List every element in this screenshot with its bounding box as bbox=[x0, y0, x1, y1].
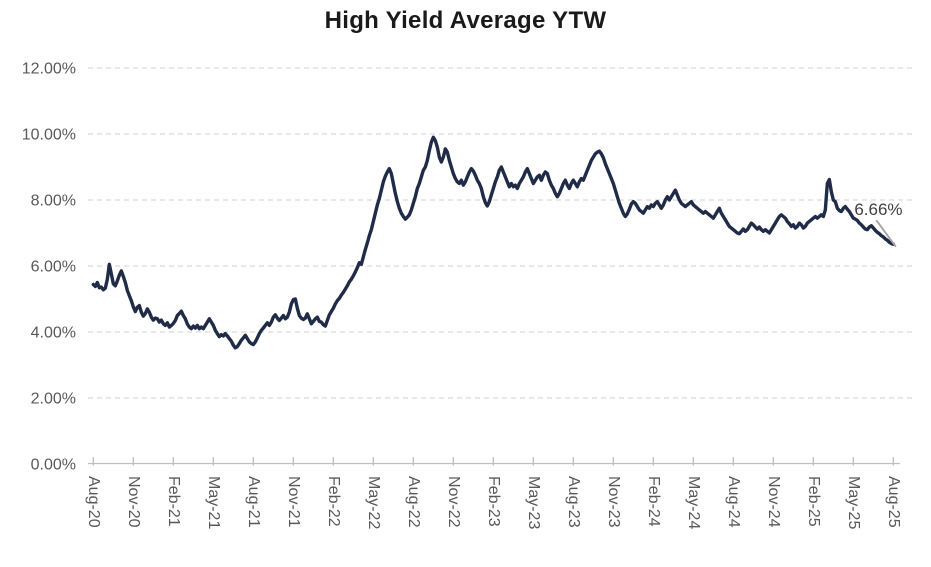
y-tick-label: 2.00% bbox=[31, 391, 76, 408]
x-tick-label: May-25 bbox=[845, 476, 862, 529]
x-tick-label: Nov-22 bbox=[445, 476, 462, 528]
x-tick-label: Nov-21 bbox=[285, 476, 302, 528]
x-tick-label: Nov-20 bbox=[125, 476, 142, 528]
x-tick-label: Aug-23 bbox=[565, 476, 582, 528]
x-tick-label: Aug-24 bbox=[725, 476, 742, 528]
x-tick-label: Nov-24 bbox=[765, 476, 782, 528]
x-tick-label: Feb-23 bbox=[485, 476, 502, 527]
x-tick-label: May-24 bbox=[685, 476, 702, 529]
x-axis-labels: Aug-20 Nov-20 Feb-21 May-21 Aug-21 Nov-21 Feb-… bbox=[85, 476, 902, 529]
y-tick-label: 6.00% bbox=[31, 259, 76, 276]
gridlines bbox=[88, 67, 916, 399]
x-tick-label: Aug-21 bbox=[245, 476, 262, 528]
x-tick-label: May-22 bbox=[365, 476, 382, 529]
x-tick-label: Aug-22 bbox=[405, 476, 422, 528]
x-tick-label: Feb-24 bbox=[645, 476, 662, 527]
x-tick-label: Feb-22 bbox=[325, 476, 342, 527]
x-tick-label: May-21 bbox=[205, 476, 222, 529]
x-tick-label: Feb-21 bbox=[165, 476, 182, 527]
y-axis-labels: 0.00% 2.00% 4.00% 6.00% 8.00% 10.00% 12.00% bbox=[22, 61, 76, 474]
annotation-label: 6.66% bbox=[854, 200, 902, 219]
y-tick-label: 12.00% bbox=[22, 61, 76, 78]
y-tick-label: 8.00% bbox=[31, 193, 76, 210]
y-tick-label: 10.00% bbox=[22, 127, 76, 144]
chart-title: High Yield Average YTW bbox=[324, 7, 607, 34]
x-tick-label: Aug-25 bbox=[885, 476, 902, 528]
x-tick-label: Feb-25 bbox=[805, 476, 822, 527]
y-tick-label: 4.00% bbox=[31, 325, 76, 342]
x-axis bbox=[88, 457, 900, 466]
annotation-leader-line bbox=[875, 219, 897, 248]
series-line bbox=[91, 135, 896, 350]
x-tick-label: Nov-23 bbox=[605, 476, 622, 528]
x-tick-label: May-23 bbox=[525, 476, 542, 529]
x-tick-label: Aug-20 bbox=[85, 476, 102, 528]
y-tick-label: 0.00% bbox=[31, 457, 76, 474]
